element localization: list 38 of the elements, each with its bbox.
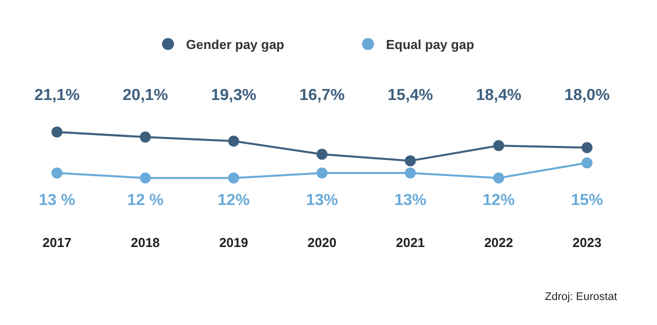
legend-label: Equal pay gap bbox=[386, 37, 474, 52]
data-label: 18,0% bbox=[564, 87, 610, 104]
data-label: 12 % bbox=[127, 192, 164, 209]
x-tick-label: 2019 bbox=[219, 235, 248, 250]
data-label: 13% bbox=[394, 192, 426, 209]
point bbox=[582, 157, 592, 168]
point bbox=[582, 142, 592, 154]
data-label: 15,4% bbox=[388, 87, 434, 104]
x-tick-label: 2022 bbox=[484, 235, 514, 250]
point bbox=[228, 136, 240, 147]
x-tick-label: 2017 bbox=[42, 235, 72, 250]
x-tick-label: 2020 bbox=[308, 235, 336, 250]
x-tick-label: 2021 bbox=[396, 235, 425, 250]
data-label: 13% bbox=[306, 192, 338, 209]
x-tick-label: 2023 bbox=[572, 235, 602, 250]
data-label: 20,1% bbox=[122, 87, 168, 104]
legend-label: Gender pay gap bbox=[186, 37, 284, 52]
data-label: 13 % bbox=[38, 192, 76, 209]
point bbox=[140, 132, 151, 143]
point bbox=[316, 148, 328, 160]
point bbox=[404, 155, 416, 166]
point bbox=[316, 167, 328, 178]
data-label: 12% bbox=[218, 192, 250, 209]
x-tick-label: 2018 bbox=[130, 235, 160, 250]
text: Zdroj: Eurostat bbox=[544, 291, 617, 303]
data-label: 15% bbox=[570, 192, 604, 209]
point bbox=[493, 140, 504, 152]
point bbox=[493, 172, 504, 184]
point bbox=[228, 172, 240, 184]
point bbox=[52, 126, 62, 138]
data-label: 12% bbox=[482, 192, 515, 209]
point bbox=[140, 172, 151, 184]
point bbox=[52, 167, 62, 178]
data-label: 18,4% bbox=[476, 87, 522, 104]
data-label: 21,1% bbox=[34, 87, 80, 104]
data-label: 16,7% bbox=[299, 87, 345, 104]
point bbox=[404, 167, 416, 178]
data-label: 19,3% bbox=[210, 87, 256, 104]
